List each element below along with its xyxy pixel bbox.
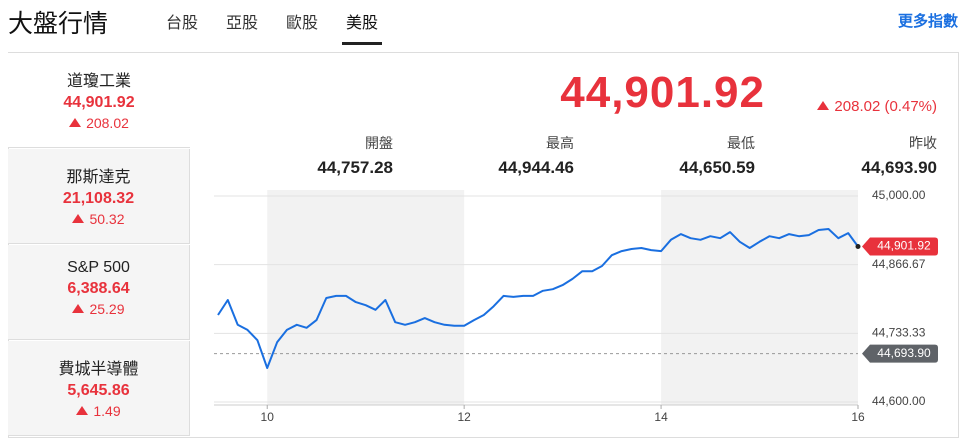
- index-value: 6,388.64: [67, 280, 130, 297]
- stat: 最高 44,944.46: [414, 133, 574, 178]
- last-point: [855, 244, 861, 250]
- index-name: S&P 500: [67, 259, 130, 276]
- index-item[interactable]: 道瓊工業 44,901.92 208.02: [8, 53, 190, 148]
- change-text: 25.29: [89, 301, 125, 317]
- line: [217, 228, 859, 369]
- index-change: 50.32: [8, 211, 189, 227]
- index-change: 25.29: [8, 301, 189, 317]
- y-tick-label: 44,600.00: [872, 394, 926, 408]
- index-value: 44,901.92: [63, 94, 135, 111]
- tab[interactable]: 歐股: [285, 15, 318, 32]
- stat-label: 最低: [727, 135, 755, 151]
- index-value: 21,108.32: [62, 190, 135, 207]
- price-change: 208.02 (0.47%): [817, 98, 937, 115]
- index-name: 費城半導體: [58, 361, 139, 378]
- stat: 昨收 44,693.90: [777, 133, 937, 178]
- index-value: 5,645.86: [67, 382, 130, 399]
- y-tick-label: 45,000.00: [872, 188, 926, 202]
- change-text: 50.32: [89, 211, 125, 227]
- x-tick-label: 10: [261, 410, 275, 424]
- stat: 開盤 44,757.28: [233, 133, 393, 178]
- change-text: 1.49: [93, 403, 121, 419]
- shade-band: [661, 190, 858, 405]
- index-name: 道瓊工業: [66, 73, 131, 90]
- price: 44,901.92: [560, 68, 765, 117]
- stat-value: 44,693.90: [861, 158, 937, 177]
- stat-label: 開盤: [365, 135, 393, 151]
- tab[interactable]: 台股: [165, 15, 198, 32]
- index-name: 那斯達克: [66, 169, 131, 186]
- index-item[interactable]: 費城半導體 5,645.86 1.49: [8, 341, 190, 436]
- y-tick-label: 44,866.67: [872, 257, 926, 271]
- shade-band: [267, 190, 465, 405]
- index-change: 208.02: [8, 115, 190, 131]
- index-change: 1.49: [8, 403, 189, 419]
- stat: 最低 44,650.59: [595, 133, 755, 178]
- x-tick-label: 16: [851, 410, 865, 424]
- x-tick-label: 12: [457, 410, 471, 424]
- stat-value: 44,650.59: [679, 158, 755, 177]
- last-value-label: 44,901.92: [877, 239, 931, 253]
- reference-label: 44,693.90: [877, 346, 931, 360]
- index-item[interactable]: S&P 500 6,388.64 25.29: [8, 245, 190, 340]
- change-text: 208.02: [86, 115, 129, 131]
- index-item[interactable]: 那斯達克 21,108.32 50.32: [8, 149, 190, 244]
- stat-value: 44,757.28: [317, 158, 393, 177]
- page-title: 大盤行情: [8, 10, 109, 38]
- last-value-label-box: [862, 237, 938, 256]
- reference-label-box: [862, 344, 938, 363]
- tab[interactable]: 美股: [342, 9, 382, 45]
- stat-label: 最高: [546, 135, 574, 151]
- change-text: 208.02 (0.47%): [834, 98, 937, 115]
- y-tick-label: 44,733.33: [872, 326, 926, 340]
- tab[interactable]: 亞股: [225, 15, 258, 32]
- more-link[interactable]: 更多指數: [897, 13, 958, 30]
- stat-value: 44,944.46: [498, 158, 574, 177]
- stat-label: 昨收: [909, 135, 937, 151]
- x-tick-label: 14: [654, 410, 668, 424]
